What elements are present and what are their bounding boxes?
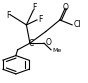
Text: F: F [32,3,37,12]
Text: F: F [7,11,11,20]
Text: O: O [46,38,52,47]
Text: Cl: Cl [74,20,81,29]
Text: F: F [38,15,43,24]
Text: C: C [29,40,34,48]
Text: O: O [63,3,69,12]
Text: Me: Me [53,48,62,53]
